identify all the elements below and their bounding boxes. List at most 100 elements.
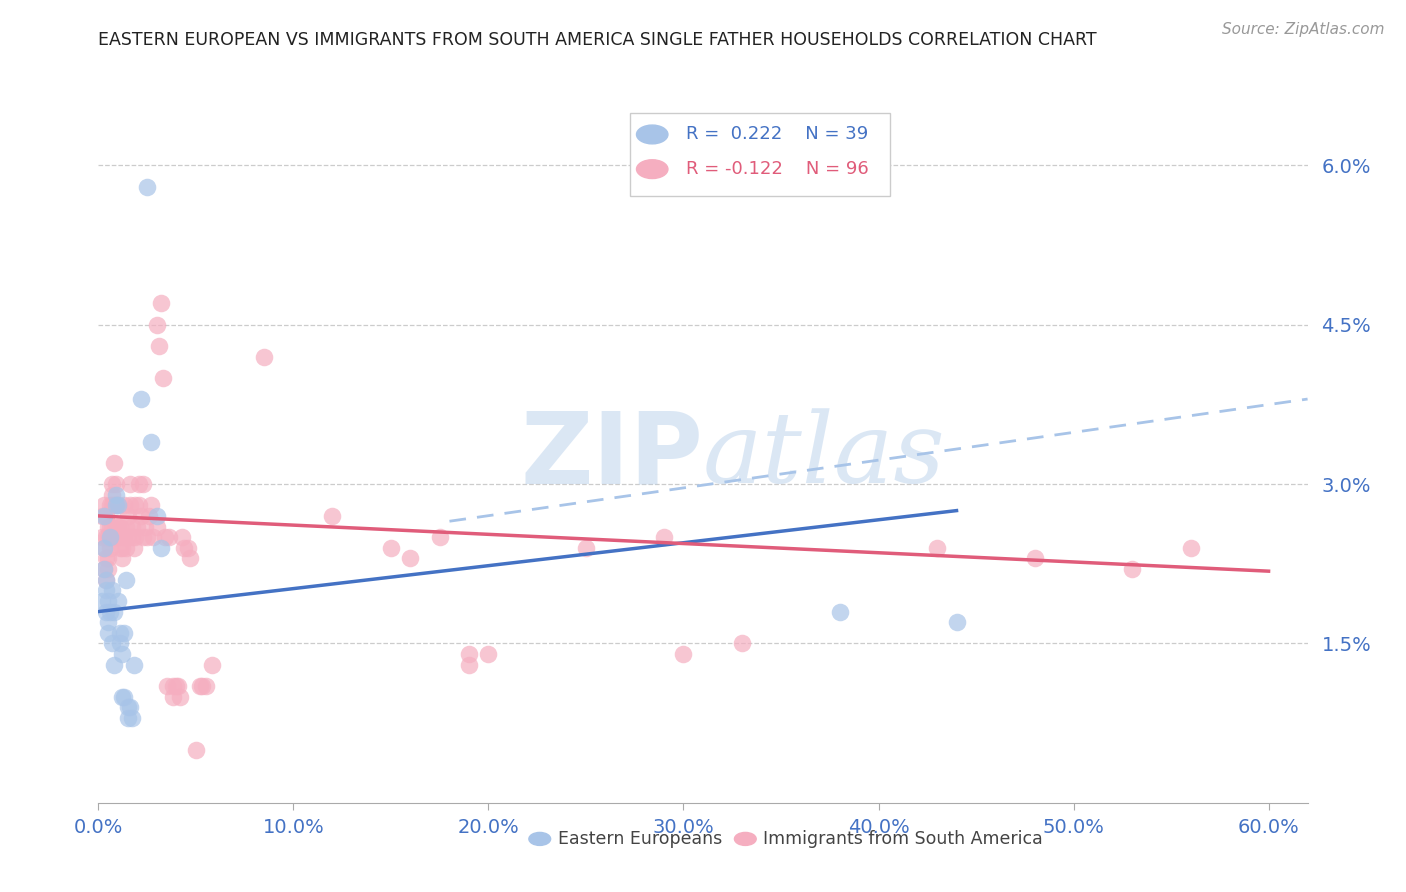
Point xyxy=(91,530,114,544)
Text: Eastern Europeans: Eastern Europeans xyxy=(558,830,723,848)
Point xyxy=(91,594,114,608)
Point xyxy=(429,530,451,544)
Point xyxy=(103,498,125,512)
Point xyxy=(128,477,150,491)
Point xyxy=(131,392,153,406)
Point xyxy=(925,541,948,555)
Point xyxy=(118,498,141,512)
Point xyxy=(672,647,695,661)
Point xyxy=(121,711,143,725)
Point xyxy=(127,519,149,533)
Point xyxy=(139,498,162,512)
Point xyxy=(458,647,481,661)
Point xyxy=(112,690,135,704)
Point xyxy=(169,690,191,704)
Point xyxy=(731,636,754,650)
Point xyxy=(121,530,143,544)
Point xyxy=(96,530,118,544)
Point xyxy=(103,605,125,619)
Point xyxy=(477,647,499,661)
Circle shape xyxy=(529,832,551,846)
Point xyxy=(93,541,115,555)
Point xyxy=(1024,551,1046,566)
Text: atlas: atlas xyxy=(703,409,946,504)
Point xyxy=(107,519,129,533)
Point xyxy=(124,498,146,512)
Point xyxy=(107,498,129,512)
Point xyxy=(149,296,172,310)
Point xyxy=(101,583,124,598)
Point xyxy=(107,530,129,544)
Point xyxy=(153,530,176,544)
Point xyxy=(118,477,141,491)
Point xyxy=(117,508,139,523)
Point xyxy=(134,519,156,533)
Text: EASTERN EUROPEAN VS IMMIGRANTS FROM SOUTH AMERICA SINGLE FATHER HOUSEHOLDS CORRE: EASTERN EUROPEAN VS IMMIGRANTS FROM SOUT… xyxy=(98,31,1097,49)
Point xyxy=(96,605,118,619)
Point xyxy=(112,498,135,512)
Point xyxy=(97,530,120,544)
Point xyxy=(97,615,120,630)
Point xyxy=(108,625,131,640)
Circle shape xyxy=(637,160,668,178)
Point xyxy=(138,508,160,523)
Point xyxy=(108,541,131,555)
Point xyxy=(114,519,136,533)
Point xyxy=(117,700,139,714)
Point xyxy=(652,530,675,544)
Text: R =  0.222    N = 39: R = 0.222 N = 39 xyxy=(686,126,869,144)
Point xyxy=(1121,562,1143,576)
Point xyxy=(112,625,135,640)
Point xyxy=(132,477,155,491)
Point xyxy=(173,541,195,555)
Point xyxy=(114,541,136,555)
Point xyxy=(121,519,143,533)
Point xyxy=(177,541,200,555)
Point xyxy=(101,636,124,650)
Point xyxy=(104,488,127,502)
Point xyxy=(253,350,276,364)
Point xyxy=(104,477,127,491)
Point xyxy=(184,742,207,756)
Point xyxy=(98,530,121,544)
Point xyxy=(101,477,124,491)
Point xyxy=(98,498,121,512)
Point xyxy=(157,530,180,544)
Point xyxy=(162,679,184,693)
FancyBboxPatch shape xyxy=(630,112,890,196)
Point xyxy=(101,519,124,533)
Point xyxy=(93,562,115,576)
Point xyxy=(146,519,169,533)
Point xyxy=(96,583,118,598)
Point xyxy=(191,679,214,693)
Point xyxy=(93,541,115,555)
Point xyxy=(101,498,124,512)
Point xyxy=(93,562,115,576)
Point xyxy=(146,318,169,332)
Point xyxy=(139,434,162,449)
Point xyxy=(98,530,121,544)
Point xyxy=(162,690,184,704)
Point xyxy=(96,573,118,587)
Point xyxy=(111,551,134,566)
Point xyxy=(104,519,127,533)
Point xyxy=(117,711,139,725)
Point xyxy=(96,551,118,566)
Point xyxy=(142,530,165,544)
Point xyxy=(103,530,125,544)
Point xyxy=(172,530,194,544)
Point xyxy=(112,530,135,544)
Point xyxy=(93,508,115,523)
Point xyxy=(107,498,129,512)
Point xyxy=(104,498,127,512)
Point xyxy=(458,657,481,672)
Point xyxy=(575,541,598,555)
Point xyxy=(1180,541,1202,555)
Point xyxy=(148,339,170,353)
Point xyxy=(97,551,120,566)
Circle shape xyxy=(637,125,668,144)
Point xyxy=(93,498,115,512)
Point xyxy=(399,551,422,566)
Point xyxy=(380,541,402,555)
Point xyxy=(103,657,125,672)
